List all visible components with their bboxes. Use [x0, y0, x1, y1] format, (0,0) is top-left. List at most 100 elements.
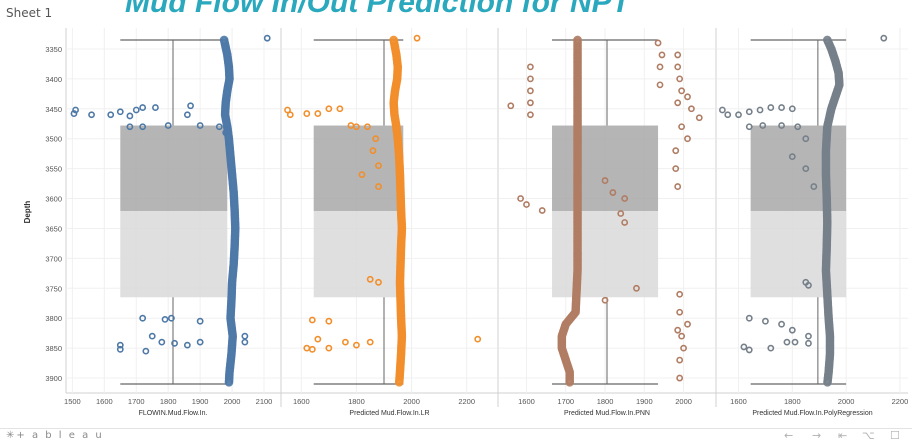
data-point: [215, 123, 223, 131]
data-point: [678, 87, 686, 95]
data-point: [341, 338, 349, 346]
x-tick-label: 1600: [96, 397, 113, 406]
data-point: [527, 75, 534, 83]
data-point: [684, 320, 691, 328]
x-axis-label: Predicted Mud.Flow.In.PolyRegression: [752, 410, 872, 417]
data-point: [810, 183, 818, 190]
data-point: [718, 106, 726, 114]
data-point: [740, 343, 748, 351]
data-point: [676, 75, 684, 83]
data-point: [788, 326, 796, 334]
data-point: [527, 99, 534, 107]
data-point: [375, 162, 382, 170]
data-point: [527, 111, 534, 119]
tableau-brand[interactable]: ✳ + a b l e a u: [6, 430, 104, 441]
data-point: [284, 106, 291, 114]
data-point: [678, 123, 686, 131]
data-point: [756, 106, 764, 114]
data-point: [369, 147, 377, 155]
data-point: [676, 290, 684, 298]
tableau-logo-icon: ✳: [6, 430, 15, 441]
data-point: [523, 201, 530, 208]
data-point: [303, 110, 311, 117]
data-point: [672, 165, 680, 173]
data-point: [684, 135, 691, 143]
data-point: [633, 284, 640, 292]
box-upper-quartile: [120, 125, 228, 212]
data-point: [802, 165, 810, 173]
x-tick-label: 2000: [224, 397, 241, 406]
data-point: [161, 316, 169, 323]
data-point: [674, 63, 682, 71]
data-point: [152, 104, 159, 111]
back-icon[interactable]: ←: [784, 429, 794, 442]
data-point: [126, 123, 134, 131]
x-tick-label: 1900: [192, 397, 209, 406]
data-point: [621, 219, 629, 226]
data-point: [336, 105, 344, 113]
data-point: [656, 63, 664, 71]
data-point: [654, 39, 662, 47]
data-point: [148, 332, 156, 340]
x-tick-label: 1800: [597, 397, 614, 406]
data-point: [601, 296, 609, 304]
data-point: [413, 34, 421, 42]
data-point: [759, 122, 767, 129]
data-point: [116, 341, 124, 349]
data-point: [609, 189, 617, 196]
data-point: [187, 102, 194, 110]
data-point: [222, 129, 230, 137]
data-point: [139, 104, 147, 111]
data-point: [762, 317, 769, 325]
x-tick-label: 1600: [518, 397, 535, 406]
chart-title: Mud Flow In/Out Prediction for NPT: [125, 0, 630, 19]
data-point: [375, 183, 382, 190]
x-tick-label: 1600: [293, 397, 310, 406]
y-tick-label: 3650: [45, 224, 62, 233]
data-point: [116, 345, 124, 353]
data-point: [527, 87, 534, 95]
x-tick-label: 1700: [128, 397, 145, 406]
data-point: [139, 123, 147, 131]
y-tick-label: 3500: [45, 135, 62, 144]
data-point: [676, 308, 684, 316]
tableau-brand-text: + a b l e a u: [16, 430, 104, 441]
data-point: [70, 110, 78, 117]
box-upper-quartile: [552, 125, 659, 212]
data-point: [308, 345, 316, 353]
share-icon[interactable]: ⌥: [862, 429, 875, 442]
x-tick-label: 1600: [730, 397, 747, 406]
data-point: [688, 105, 695, 113]
box-upper-quartile: [750, 125, 847, 212]
data-point: [196, 122, 204, 129]
sheet-label: Sheet 1: [6, 6, 53, 20]
data-point: [139, 314, 147, 322]
data-point: [325, 105, 333, 113]
box-lower-quartile: [120, 211, 228, 298]
forward-icon[interactable]: →: [812, 429, 822, 442]
data-point: [788, 105, 796, 113]
tableau-footer: ✳ + a b l e a u ← → ⇤ ⌥ ☐: [0, 428, 912, 442]
data-point: [308, 316, 316, 324]
data-point: [314, 335, 322, 343]
x-tick-label: 2000: [403, 397, 420, 406]
data-point: [366, 275, 374, 283]
data-point: [783, 338, 791, 346]
y-tick-label: 3550: [45, 165, 62, 174]
data-point: [802, 135, 810, 143]
data-point: [126, 112, 134, 120]
data-point: [788, 153, 796, 161]
box-upper-quartile: [313, 125, 404, 212]
y-tick-label: 3350: [45, 45, 62, 54]
x-tick-label: 2000: [675, 397, 692, 406]
data-point: [196, 338, 204, 346]
reset-icon[interactable]: ⇤: [838, 429, 848, 442]
data-point: [565, 378, 574, 387]
comment-icon[interactable]: ☐: [890, 429, 900, 442]
data-point: [805, 339, 812, 347]
y-axis-label: Depth: [23, 201, 32, 224]
data-point: [621, 195, 629, 202]
data-point: [678, 332, 686, 340]
data-point: [325, 344, 333, 352]
data-point: [358, 171, 366, 178]
